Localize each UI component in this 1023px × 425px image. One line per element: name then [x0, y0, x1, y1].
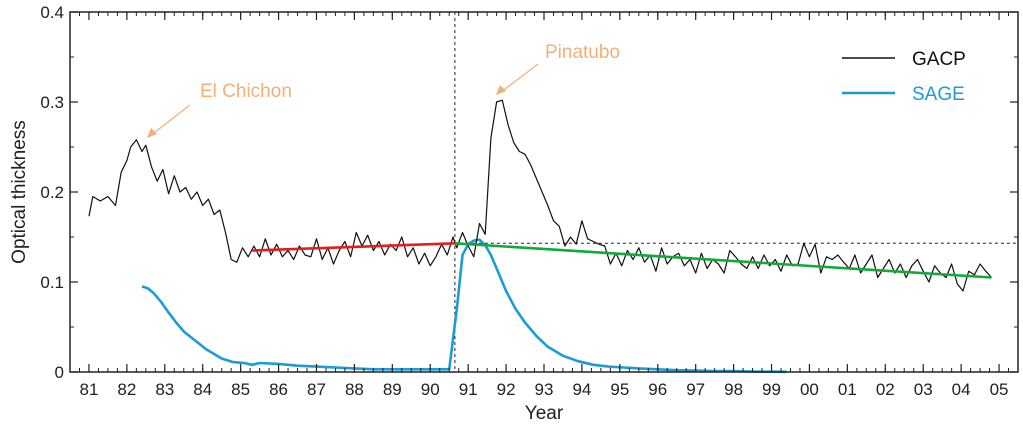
y-tick-label: 0.3: [40, 93, 64, 112]
x-axis-title: Year: [525, 403, 564, 424]
x-tick-label: 83: [155, 380, 174, 399]
x-tick-label: 97: [686, 380, 705, 399]
y-tick-label: 0.2: [40, 183, 64, 202]
y-axis-title: Optical thickness: [9, 120, 30, 264]
y-axis-ticks: 0 0.1 0.2 0.3 0.4: [40, 3, 1018, 382]
x-tick-label: 93: [535, 380, 554, 399]
trend-line-post-pinatubo: [454, 242, 992, 279]
x-tick-label: 81: [79, 380, 98, 399]
x-tick-label: 82: [117, 380, 136, 399]
x-tick-label: 04: [952, 380, 971, 399]
x-tick-label: 91: [459, 380, 478, 399]
legend-sage-label: SAGE: [912, 84, 965, 105]
annotations: El Chichon Pinatubo: [147, 42, 620, 138]
trend-line-pre-pinatubo: [251, 242, 455, 252]
x-tick-label: 05: [990, 380, 1009, 399]
legend: GACP SAGE: [842, 49, 966, 105]
y-tick-label: 0.1: [40, 273, 64, 292]
plot-frame: [69, 11, 1019, 373]
x-tick-label: 88: [345, 380, 364, 399]
annotation-pinatubo-arrowhead: [496, 85, 506, 95]
annotation-pinatubo: Pinatubo: [545, 42, 620, 63]
x-tick-label: 02: [876, 380, 895, 399]
x-tick-label: 87: [307, 380, 326, 399]
x-tick-label: 03: [914, 380, 933, 399]
sage-series-line: [141, 238, 787, 374]
annotation-pinatubo-arrow: [499, 63, 539, 94]
annotation-el-chichon-arrow: [149, 104, 191, 137]
x-tick-label: 84: [193, 380, 212, 399]
y-tick-label: 0: [55, 363, 64, 382]
x-tick-label: 99: [762, 380, 781, 399]
annotation-el-chichon-arrowhead: [147, 128, 157, 138]
x-tick-label: 98: [724, 380, 743, 399]
y-tick-label: 0.4: [40, 3, 64, 22]
plot-area: [88, 12, 1018, 374]
x-axis-ticks: 81 82 83 84 85 86 87 88 89 90 91 92 93 94 95 96 97 98 99 00…: [69, 12, 1019, 399]
x-tick-label: 01: [838, 380, 857, 399]
x-tick-label: 94: [572, 380, 591, 399]
x-tick-label: 00: [800, 380, 819, 399]
x-tick-label: 89: [383, 380, 402, 399]
annotation-el-chichon: El Chichon: [200, 81, 292, 102]
x-tick-label: 92: [497, 380, 516, 399]
axes: 81 82 83 84 85 86 87 88 89 90 91 92 93 94 95 96 97 98 99 00…: [40, 3, 1019, 399]
x-tick-label: 96: [648, 380, 667, 399]
x-tick-label: 95: [610, 380, 629, 399]
legend-gacp-label: GACP: [912, 49, 966, 70]
x-tick-label: 90: [421, 380, 440, 399]
x-tick-label: 85: [231, 380, 250, 399]
x-tick-label: 86: [269, 380, 288, 399]
gacp-series-line: [88, 99, 992, 292]
